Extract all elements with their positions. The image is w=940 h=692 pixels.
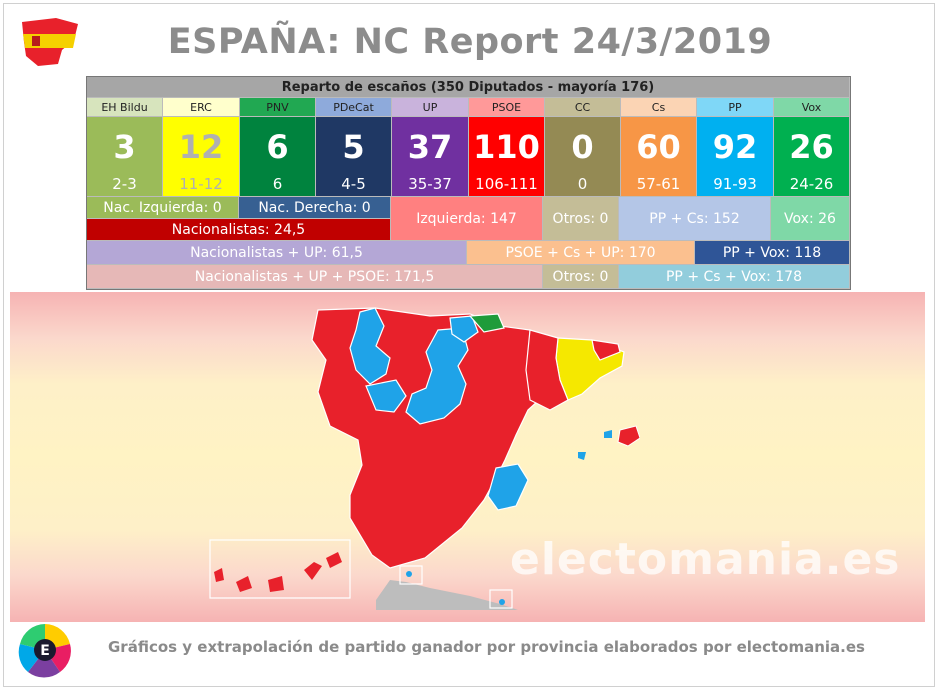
party-seats-cell: 26 [774, 117, 850, 172]
party-range-cell: 6 [240, 172, 316, 197]
pp-cs-vox-cell: PP + Cs + Vox: 178 [619, 265, 850, 289]
party-name-cell: CC [545, 98, 621, 117]
party-seats-cell: 92 [697, 117, 774, 172]
party-seats-cell: 37 [392, 117, 469, 172]
footer-credit: Gráficos y extrapolación de partido gana… [108, 638, 865, 656]
pp-west-region [349, 307, 391, 385]
party-range-cell: 57-61 [621, 172, 697, 197]
balearic-islands [617, 425, 640, 447]
party-name-cell: Cs [621, 98, 697, 117]
party-name-cell: Vox [774, 98, 850, 117]
canary-islands [214, 552, 342, 592]
east-red-region [525, 329, 569, 411]
party-range-cell: 35-37 [392, 172, 469, 197]
party-seats-cell: 6 [240, 117, 316, 172]
party-range-cell: 91-93 [697, 172, 774, 197]
pp-north-region [449, 315, 479, 343]
melilla-dot [499, 599, 505, 605]
psoe-cs-up-cell: PSOE + Cs + UP: 170 [467, 241, 695, 265]
nac-derecha-cell: Nac. Derecha: 0 [239, 197, 391, 219]
canary-islands-box [209, 539, 351, 599]
party-range-cell: 11-12 [163, 172, 240, 197]
melilla-box [489, 589, 513, 609]
seat-table: Reparto de escaños (350 Diputados - mayo… [86, 76, 851, 290]
otros-cell: Otros: 0 [543, 197, 619, 241]
pnv-region [468, 313, 505, 333]
party-name-cell: EH Bildu [87, 98, 163, 117]
party-range-cell: 4-5 [316, 172, 392, 197]
party-seats-cell: 0 [545, 117, 621, 172]
ceuta-dot [406, 571, 412, 577]
party-name-cell: PSOE [469, 98, 545, 117]
nac-up-cell: Nacionalistas + UP: 61,5 [87, 241, 467, 265]
table-header: Reparto de escaños (350 Diputados - mayo… [87, 77, 850, 98]
party-seats-cell: 5 [316, 117, 392, 172]
izquierda-cell: Izquierda: 147 [391, 197, 543, 241]
party-seats-cell: 110 [469, 117, 545, 172]
party-name-cell: PNV [240, 98, 316, 117]
pp-vox-cell: PP + Vox: 118 [695, 241, 850, 265]
spain-flag-icon [22, 18, 78, 66]
party-range-cell: 24-26 [774, 172, 850, 197]
balearic-small-2 [578, 452, 586, 460]
party-name-cell: UP [392, 98, 469, 117]
pp-southeast-region [487, 463, 529, 511]
north-africa-coast [376, 580, 518, 610]
vox-cell: Vox: 26 [771, 197, 850, 241]
catalonia-red-region [591, 339, 621, 361]
svg-text:E: E [40, 643, 50, 659]
page-frame [3, 3, 935, 687]
party-range-cell: 2-3 [87, 172, 163, 197]
ceuta-box [399, 565, 423, 585]
pp-center-region [405, 327, 469, 425]
spain-province-map [209, 307, 640, 610]
pp-mid-region [365, 379, 407, 413]
party-range-cell: 106-111 [469, 172, 545, 197]
electomania-logo-icon: E [18, 624, 71, 678]
balearic-small-1 [604, 430, 612, 438]
party-range-cell: 0 [545, 172, 621, 197]
otros-cell-2: Otros: 0 [543, 265, 619, 289]
page-title: ESPAÑA: NC Report 24/3/2019 [167, 22, 773, 62]
nacionalistas-cell: Nacionalistas: 24,5 [87, 219, 391, 241]
nac-up-psoe-cell: Nacionalistas + UP + PSOE: 171,5 [87, 265, 543, 289]
party-name-cell: PP [697, 98, 774, 117]
pp-cs-cell: PP + Cs: 152 [619, 197, 771, 241]
party-seats-cell: 60 [621, 117, 697, 172]
party-name-cell: ERC [163, 98, 240, 117]
party-seats-cell: 3 [87, 117, 163, 172]
watermark-text: electomania.es [510, 534, 901, 585]
nac-izquierda-cell: Nac. Izquierda: 0 [87, 197, 239, 219]
party-seats-cell: 12 [163, 117, 240, 172]
party-name-cell: PDeCat [316, 98, 392, 117]
